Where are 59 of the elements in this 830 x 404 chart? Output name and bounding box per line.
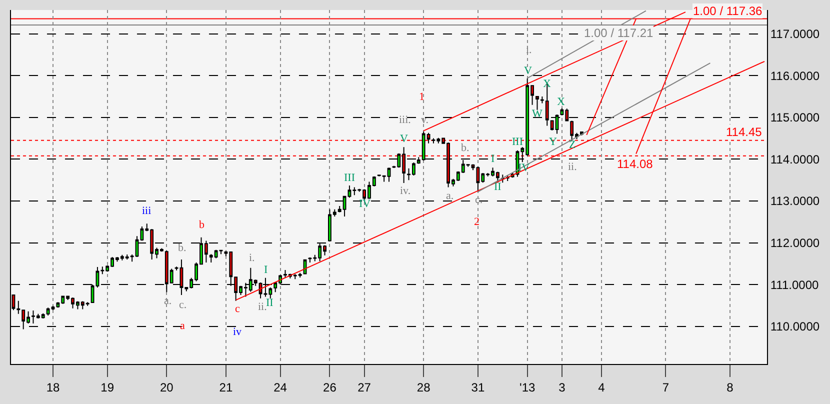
- annotation: V: [400, 133, 408, 145]
- annotation: I: [491, 153, 495, 165]
- annotation: v.: [421, 114, 429, 126]
- annotation: ii.: [258, 301, 268, 313]
- annotation: iii.: [399, 114, 412, 126]
- x-tick-label: 26: [323, 380, 337, 394]
- x-tick-label: 8: [726, 380, 734, 394]
- x-tick-label: '13: [520, 380, 536, 394]
- ref-line-label: 1.00 / 117.21: [584, 26, 654, 40]
- x-tick-label: 19: [100, 380, 114, 394]
- annotation: 1: [419, 91, 424, 103]
- y-tick-label: 110.0000: [770, 320, 820, 334]
- x-tick-label: 21: [219, 380, 233, 394]
- annotation: i.: [526, 44, 532, 56]
- annotation: c: [235, 303, 240, 315]
- annotation: iv: [233, 326, 242, 338]
- annotation: X: [543, 78, 551, 90]
- x-tick-label: 31: [471, 380, 485, 394]
- annotation: Z: [569, 139, 576, 151]
- annotation: a: [180, 320, 185, 332]
- annotation: c.: [179, 299, 187, 311]
- y-tick-label: 114.0000: [770, 152, 820, 166]
- annotation: 2: [474, 216, 480, 228]
- annotation: i.: [249, 252, 256, 264]
- y-tick-label: 112.0000: [770, 236, 820, 250]
- annotation: iii: [142, 205, 152, 217]
- annotation: iv.: [400, 185, 411, 197]
- annotation: b.: [178, 242, 186, 254]
- annotation: III: [344, 172, 356, 184]
- y-tick-label: 116.0000: [770, 68, 820, 83]
- ref-line-label: 1.00 / 117.36: [693, 4, 762, 18]
- annotation: V: [524, 65, 532, 77]
- x-tick-label: 27: [358, 380, 372, 394]
- x-tick-label: 18: [46, 380, 60, 394]
- annotation: IV: [359, 198, 371, 210]
- annotation: II: [266, 297, 274, 309]
- annotation: a.: [446, 190, 454, 202]
- x-tick-label: 28: [416, 380, 431, 394]
- y-tick-label: 111.0000: [770, 278, 819, 292]
- y-tick-label: 115.0000: [770, 110, 820, 125]
- annotation: Y: [549, 136, 557, 148]
- annotation: I: [264, 264, 268, 276]
- annotation: b: [199, 219, 205, 231]
- annotation: W: [532, 108, 543, 120]
- y-tick-label: 117.0000: [770, 27, 820, 42]
- x-tick-label: 7: [662, 380, 670, 394]
- x-tick-label: 20: [160, 380, 174, 394]
- x-tick-label: 3: [558, 380, 566, 394]
- annotation: b.: [461, 142, 470, 154]
- ref-line-label: 114.45: [726, 125, 762, 139]
- annotation: X: [557, 96, 565, 108]
- annotation: ii.: [568, 161, 578, 173]
- x-tick-label: 24: [274, 380, 288, 394]
- y-tick-label: 113.0000: [770, 194, 820, 208]
- annotation: III: [512, 136, 524, 148]
- x-tick-label: 4: [598, 380, 606, 394]
- ref-line-label: 114.08: [617, 157, 654, 171]
- annotation: II: [494, 181, 502, 193]
- annotation: a.: [164, 295, 172, 307]
